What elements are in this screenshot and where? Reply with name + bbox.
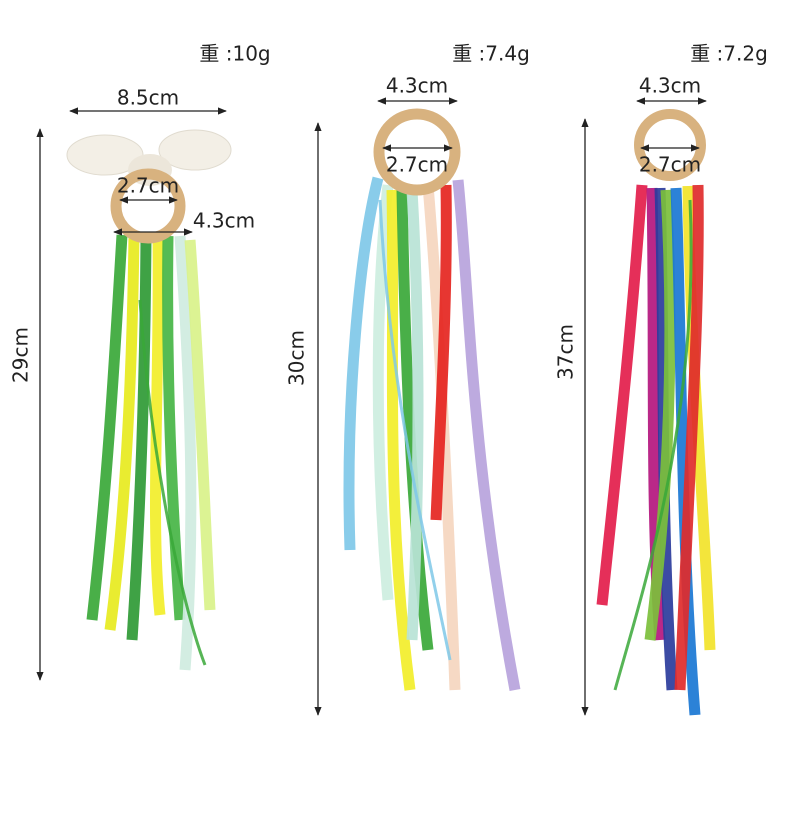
ribbon xyxy=(670,187,701,716)
outer-label: 4.3cm xyxy=(193,209,255,233)
ribbon xyxy=(674,184,704,691)
weight-label: 重 :7.4g xyxy=(452,42,530,66)
inner-label: 2.7cm xyxy=(639,153,701,177)
ribbon xyxy=(613,199,693,691)
ribbon xyxy=(430,184,452,521)
ribbon xyxy=(104,235,140,631)
inner-label: 2.7cm xyxy=(386,153,448,177)
inner-label: 2.7cm xyxy=(117,174,179,198)
length-label: 30cm xyxy=(285,330,309,386)
weight-label: 重 :10g xyxy=(199,42,270,66)
ribbon xyxy=(452,179,521,692)
weight-label: 重 :7.2g xyxy=(690,42,768,66)
ribbon xyxy=(126,235,152,641)
ribbons-2 xyxy=(343,176,521,692)
ribbons-3 xyxy=(596,184,716,716)
wood-ring xyxy=(634,109,706,181)
ribbon xyxy=(406,189,424,641)
length-label: 37cm xyxy=(554,324,578,380)
outer-label: 4.3cm xyxy=(639,74,701,98)
ribbon xyxy=(162,235,186,621)
width-label: 8.5cm xyxy=(117,86,179,110)
ribbon xyxy=(378,199,452,661)
ribbon xyxy=(396,189,434,651)
ribbon xyxy=(343,176,384,551)
outer-label: 4.3cm xyxy=(386,74,448,98)
ribbon xyxy=(596,184,648,606)
length-label: 29cm xyxy=(9,327,33,383)
wood-ring xyxy=(110,168,186,244)
ribbon xyxy=(386,189,416,691)
ribbon xyxy=(184,239,216,611)
ear xyxy=(158,129,232,171)
ribbon xyxy=(644,189,676,641)
ribbons-1 xyxy=(86,234,216,671)
ribbon xyxy=(149,235,166,616)
ribbon xyxy=(86,234,128,621)
wood-ring xyxy=(373,108,461,196)
ribbon xyxy=(138,299,207,666)
ribbon xyxy=(682,185,716,651)
